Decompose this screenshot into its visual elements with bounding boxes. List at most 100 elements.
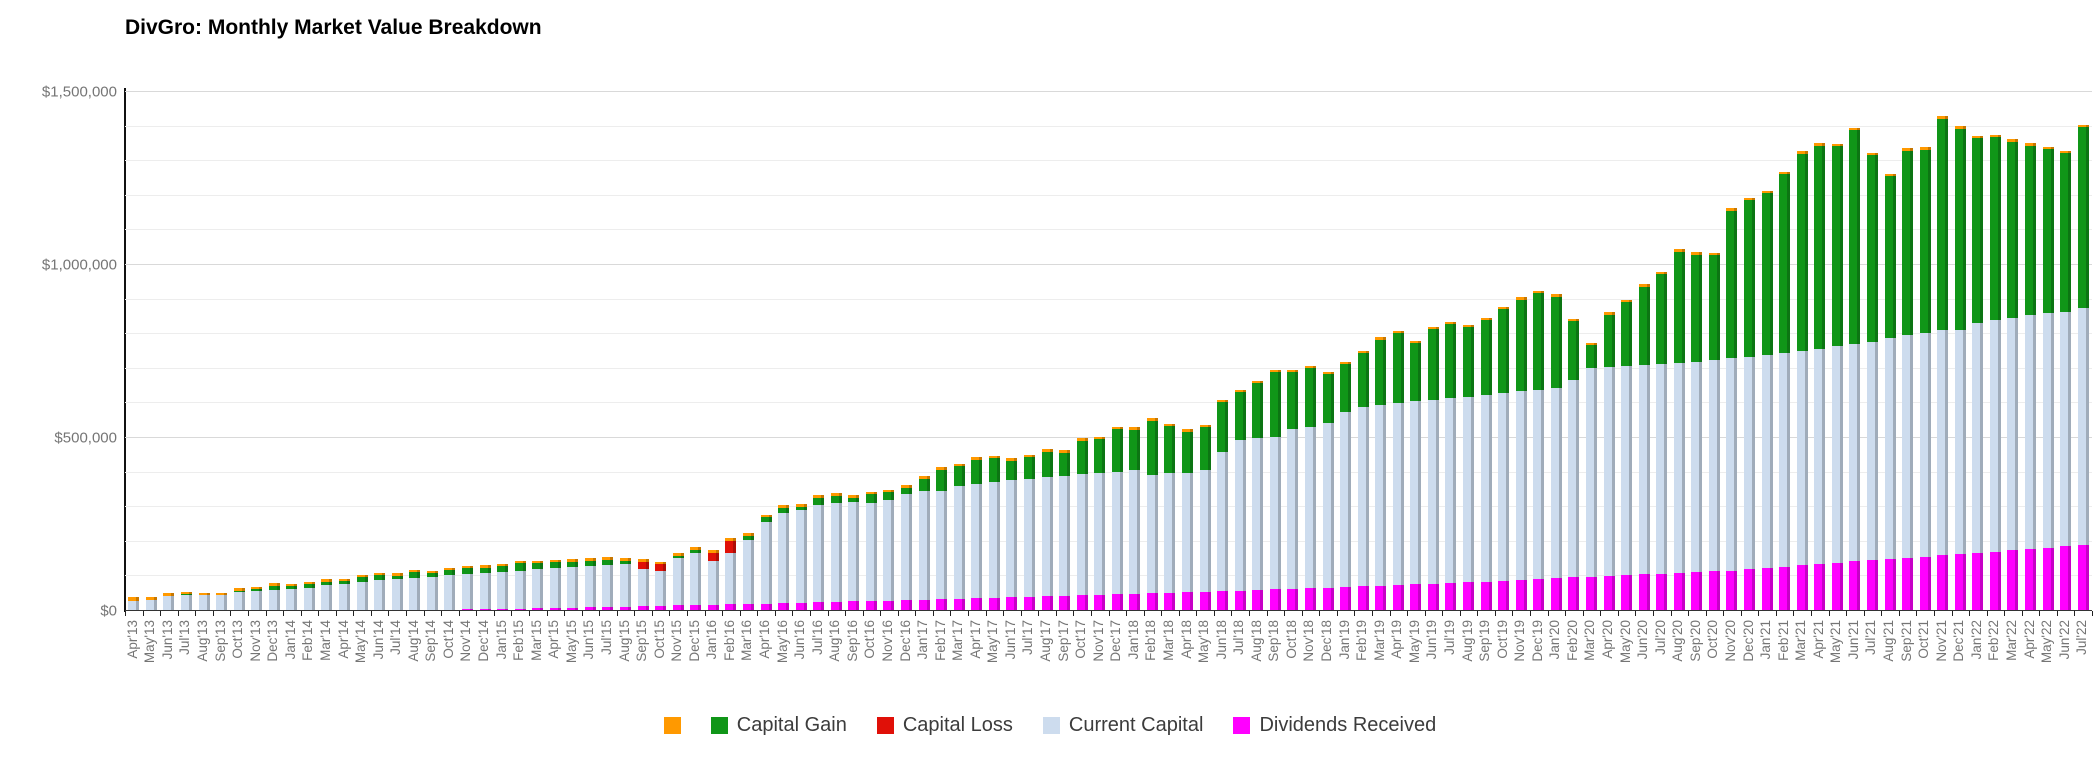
- bar-Nov'16[interactable]: [883, 489, 895, 611]
- bar-Sep'19[interactable]: [1480, 317, 1492, 611]
- bar-Sep'21[interactable]: [1902, 148, 1914, 611]
- bar-Feb'15[interactable]: [514, 560, 526, 611]
- bar-Mar'17[interactable]: [953, 463, 965, 611]
- bar-Jan'15[interactable]: [497, 563, 509, 611]
- bar-Jun'17[interactable]: [1006, 458, 1018, 611]
- bar-Aug'17[interactable]: [1041, 449, 1053, 611]
- bar-Jan'19[interactable]: [1340, 361, 1352, 611]
- bar-Jul'15[interactable]: [602, 557, 614, 611]
- bar-Jun'18[interactable]: [1217, 399, 1229, 611]
- bar-Dec'19[interactable]: [1533, 290, 1545, 611]
- bar-Jul'14[interactable]: [391, 573, 403, 611]
- bar-Oct'20[interactable]: [1708, 252, 1720, 611]
- bar-May'16[interactable]: [778, 505, 790, 611]
- bar-Aug'15[interactable]: [620, 558, 632, 611]
- bar-Oct'16[interactable]: [865, 491, 877, 611]
- bar-Jun'14[interactable]: [374, 572, 386, 611]
- bar-Apr'21[interactable]: [1814, 143, 1826, 611]
- bar-Mar'22[interactable]: [2007, 139, 2019, 611]
- bar-Aug'14[interactable]: [409, 569, 421, 611]
- bar-Dec'21[interactable]: [1954, 126, 1966, 611]
- bar-Jul'18[interactable]: [1234, 389, 1246, 611]
- bar-Feb'22[interactable]: [1989, 134, 2001, 611]
- bar-Dec'16[interactable]: [901, 485, 913, 611]
- bar-Aug'13[interactable]: [198, 592, 210, 611]
- bar-May'22[interactable]: [2042, 147, 2054, 611]
- bar-Mar'14[interactable]: [321, 579, 333, 611]
- bar-May'17[interactable]: [988, 456, 1000, 611]
- bar-Sep'14[interactable]: [426, 570, 438, 611]
- bar-Aug'19[interactable]: [1463, 324, 1475, 611]
- bar-Sep'20[interactable]: [1691, 252, 1703, 611]
- bar-Mar'21[interactable]: [1796, 151, 1808, 611]
- bar-Oct'17[interactable]: [1076, 438, 1088, 611]
- bar-Nov'19[interactable]: [1515, 297, 1527, 611]
- bar-Apr'18[interactable]: [1182, 429, 1194, 611]
- bar-Apr'22[interactable]: [2025, 143, 2037, 611]
- bar-Mar'16[interactable]: [742, 533, 754, 611]
- bar-May'19[interactable]: [1410, 340, 1422, 611]
- bar-Feb'18[interactable]: [1146, 418, 1158, 611]
- bar-Dec'14[interactable]: [479, 565, 491, 611]
- bar-May'15[interactable]: [567, 559, 579, 611]
- bar-Feb'17[interactable]: [936, 467, 948, 611]
- bar-Jan'22[interactable]: [1972, 135, 1984, 611]
- bar-Jun'16[interactable]: [795, 504, 807, 611]
- bar-Dec'17[interactable]: [1111, 426, 1123, 611]
- bar-Sep'13[interactable]: [216, 592, 228, 611]
- bar-May'20[interactable]: [1621, 299, 1633, 611]
- bar-Jul'13[interactable]: [180, 591, 192, 611]
- bar-May'21[interactable]: [1831, 143, 1843, 611]
- bar-Apr'19[interactable]: [1392, 330, 1404, 611]
- bar-Feb'14[interactable]: [303, 581, 315, 611]
- bar-Nov'20[interactable]: [1726, 208, 1738, 611]
- bar-Jan'17[interactable]: [918, 476, 930, 611]
- bar-Aug'18[interactable]: [1252, 380, 1264, 611]
- bar-Sep'17[interactable]: [1059, 450, 1071, 611]
- bar-Jul'20[interactable]: [1656, 271, 1668, 611]
- bar-Jun'19[interactable]: [1427, 326, 1439, 611]
- bar-Sep'18[interactable]: [1269, 369, 1281, 611]
- bar-Nov'13[interactable]: [251, 586, 263, 611]
- bar-Jun'20[interactable]: [1638, 284, 1650, 611]
- bar-Dec'15[interactable]: [690, 547, 702, 611]
- bar-Sep'15[interactable]: [637, 559, 649, 611]
- bar-Apr'20[interactable]: [1603, 312, 1615, 611]
- bar-Jul'16[interactable]: [813, 495, 825, 611]
- bar-Feb'20[interactable]: [1568, 319, 1580, 611]
- bar-Oct'15[interactable]: [655, 561, 667, 611]
- bar-Jun'21[interactable]: [1849, 127, 1861, 611]
- bar-Apr'13[interactable]: [128, 596, 140, 611]
- bar-Oct'14[interactable]: [444, 567, 456, 611]
- bar-Mar'19[interactable]: [1375, 337, 1387, 611]
- bar-Nov'14[interactable]: [461, 566, 473, 611]
- bar-Jul'17[interactable]: [1023, 454, 1035, 611]
- bar-Apr'14[interactable]: [339, 578, 351, 611]
- bar-Mar'20[interactable]: [1585, 342, 1597, 611]
- bar-Dec'20[interactable]: [1744, 197, 1756, 611]
- bar-Jun'22[interactable]: [2060, 150, 2072, 611]
- bar-May'13[interactable]: [145, 597, 157, 611]
- bar-Jan'20[interactable]: [1550, 294, 1562, 611]
- bar-Apr'16[interactable]: [760, 514, 772, 611]
- bar-Nov'18[interactable]: [1304, 366, 1316, 611]
- bar-Apr'15[interactable]: [549, 559, 561, 611]
- bar-Jan'16[interactable]: [707, 550, 719, 611]
- bar-Oct'21[interactable]: [1919, 147, 1931, 611]
- bar-Oct'19[interactable]: [1498, 306, 1510, 611]
- bar-May'18[interactable]: [1199, 424, 1211, 611]
- bar-Jul'21[interactable]: [1866, 152, 1878, 611]
- bar-Jan'21[interactable]: [1761, 190, 1773, 611]
- bar-Feb'16[interactable]: [725, 538, 737, 611]
- bar-Jan'14[interactable]: [286, 584, 298, 611]
- bar-Sep'16[interactable]: [848, 495, 860, 611]
- bar-Dec'13[interactable]: [268, 583, 280, 611]
- bar-Nov'21[interactable]: [1937, 116, 1949, 611]
- bar-Jun'15[interactable]: [584, 558, 596, 611]
- bar-Mar'18[interactable]: [1164, 423, 1176, 611]
- bar-May'14[interactable]: [356, 575, 368, 611]
- bar-Jan'18[interactable]: [1129, 427, 1141, 611]
- bar-Nov'17[interactable]: [1094, 436, 1106, 611]
- bar-Jul'22[interactable]: [2077, 124, 2089, 611]
- bar-Aug'16[interactable]: [830, 493, 842, 611]
